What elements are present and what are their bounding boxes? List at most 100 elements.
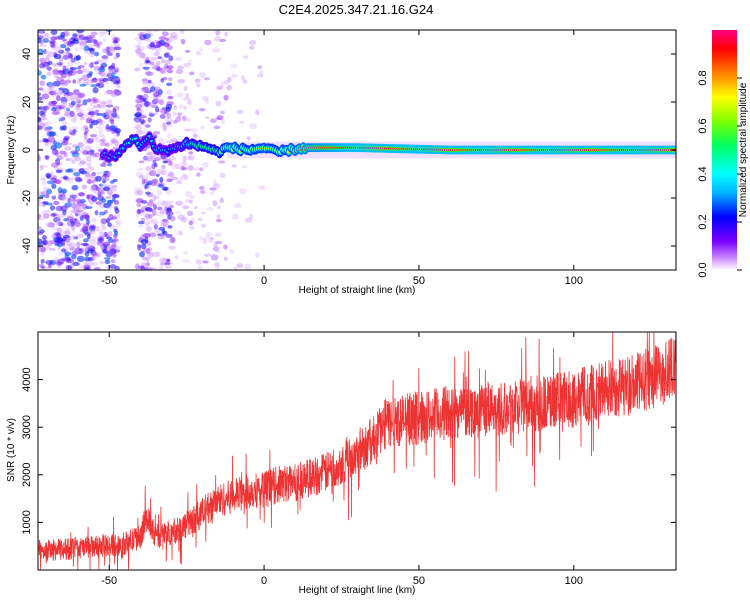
heatmap-speckle <box>45 155 49 161</box>
heatmap-speckle <box>40 265 46 270</box>
heatmap-speckle <box>111 112 118 118</box>
heatmap-speckle <box>76 209 84 213</box>
heatmap-speckle <box>134 119 140 123</box>
heatmap-speckle <box>60 82 69 86</box>
heatmap-speckle <box>148 232 157 238</box>
heatmap-speckle <box>38 140 43 144</box>
heatmap-speckle <box>155 65 161 72</box>
heatmap-speckle <box>91 252 99 257</box>
heatmap-speckle <box>144 59 151 64</box>
heatmap-speckle <box>100 231 105 237</box>
heatmap-speckle <box>78 192 85 197</box>
heatmap-speckle <box>65 258 74 264</box>
heatmap-speckle <box>89 100 94 107</box>
heatmap-speckle <box>53 46 62 53</box>
heatmap-speckle <box>114 67 120 73</box>
heatmap-speckle <box>50 180 56 185</box>
heatmap-speckle <box>86 163 92 168</box>
heatmap-speckle <box>198 236 204 241</box>
heatmap-speckle <box>41 179 48 186</box>
heatmap-speckle <box>105 89 113 95</box>
heatmap-speckle <box>161 257 169 264</box>
heatmap-speckle <box>58 221 64 226</box>
heatmap-speckle <box>76 198 82 203</box>
heatmap-speckle <box>83 45 90 52</box>
heatmap-speckle <box>142 93 149 100</box>
heatmap-speckle <box>156 212 164 217</box>
heatmap-speckle <box>42 89 49 93</box>
heatmap-speckle <box>157 98 165 103</box>
heatmap-speckle <box>78 212 83 219</box>
heatmap-speckle <box>236 263 244 268</box>
heatmap-speckle <box>195 172 202 177</box>
heatmap-speckle <box>145 217 154 223</box>
heatmap-speckle <box>112 193 120 199</box>
heatmap-speckle <box>105 112 110 116</box>
heatmap-speckle <box>151 218 158 225</box>
heatmap-speckle <box>68 129 73 134</box>
heatmap-speckle <box>53 178 62 185</box>
heatmap-speckle <box>39 164 48 169</box>
heatmap-speckle <box>79 83 87 87</box>
heatmap-speckle <box>142 248 148 253</box>
heatmap-speckle <box>83 238 89 243</box>
heatmap-speckle <box>164 52 171 58</box>
heatmap-speckle <box>173 120 178 124</box>
heatmap-speckle <box>42 37 50 44</box>
heatmap-speckle <box>73 172 81 177</box>
heatmap-speckle <box>38 231 44 235</box>
x-tick-label: 100 <box>565 275 583 287</box>
heatmap-speckle <box>196 83 201 88</box>
heatmap-speckle <box>203 253 212 257</box>
heatmap-speckle <box>112 108 117 113</box>
heatmap-speckle <box>110 119 115 125</box>
heatmap-speckle <box>51 195 57 200</box>
heatmap-speckle <box>38 156 42 162</box>
heatmap-speckle <box>95 201 102 205</box>
heatmap-speckle <box>79 147 87 154</box>
snr-frame <box>37 331 677 571</box>
heatmap-speckle <box>165 211 174 217</box>
heatmap-speckle <box>106 246 111 253</box>
heatmap-speckle <box>87 245 96 251</box>
heatmap-speckle <box>105 253 113 258</box>
heatmap-speckle <box>152 210 157 217</box>
heatmap-speckle <box>53 216 61 223</box>
heatmap-speckle <box>103 209 109 214</box>
heatmap-speckle <box>208 239 214 243</box>
heatmap-speckle <box>154 106 160 113</box>
heatmap-speckle <box>101 112 107 118</box>
heatmap-speckle <box>137 224 145 228</box>
heatmap-speckle <box>93 266 101 270</box>
heatmap-speckle <box>160 164 166 168</box>
heatmap-speckle <box>147 207 153 213</box>
heatmap-speckle <box>189 195 195 200</box>
heatmap-speckle <box>43 266 49 270</box>
heatmap-speckle <box>177 65 184 70</box>
heatmap-speckle <box>257 73 264 78</box>
heatmap-speckle <box>144 213 151 219</box>
heatmap-speckle <box>213 183 220 187</box>
heatmap-speckle <box>151 178 158 184</box>
heatmap-speckle <box>187 156 193 160</box>
heatmap-speckle <box>143 120 147 127</box>
heatmap-speckle <box>56 77 64 83</box>
x-tick-label: -50 <box>101 275 117 287</box>
heatmap-speckle <box>105 196 112 199</box>
heatmap-speckle <box>108 118 115 122</box>
heatmap-speckle <box>185 199 192 203</box>
heatmap-speckle <box>90 184 99 191</box>
heatmap-speckle <box>56 227 63 233</box>
heatmap-speckle <box>84 145 92 152</box>
heatmap-speckle <box>136 98 143 103</box>
heatmap-speckle <box>62 88 70 95</box>
heatmap-speckle <box>217 205 221 210</box>
heatmap-speckle <box>145 191 151 195</box>
heatmap-speckle <box>40 246 47 253</box>
heatmap-speckle <box>97 66 106 73</box>
heatmap-speckle <box>216 214 221 219</box>
heatmap-speckle <box>184 49 191 53</box>
heatmap-speckle <box>211 188 216 193</box>
heatmap-speckle <box>98 183 104 187</box>
heatmap-speckle <box>164 220 170 224</box>
